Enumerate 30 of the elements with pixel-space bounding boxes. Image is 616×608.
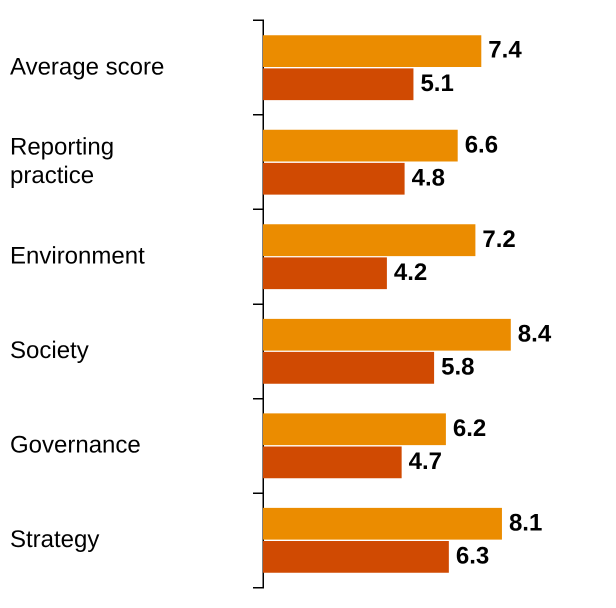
y-tick-label: Environment (10, 242, 146, 270)
data-label: 6.2 (452, 414, 486, 442)
data-label: 6.6 (464, 131, 498, 158)
bar (263, 508, 502, 540)
bar (263, 446, 402, 478)
bar (263, 35, 482, 68)
data-label: 8.4 (518, 320, 552, 348)
y-tick-label: Governance (10, 431, 141, 458)
data-label: 4.7 (408, 448, 442, 475)
y-tick-label: Reporting practice (10, 133, 114, 190)
data-label: 4.2 (394, 258, 428, 286)
bar (263, 352, 434, 384)
data-label: 7.2 (482, 226, 516, 253)
bar (263, 130, 458, 162)
data-label: 6.3 (456, 542, 490, 570)
bar (263, 162, 405, 195)
bar (263, 224, 476, 256)
bar (263, 257, 387, 290)
y-tick-label: Society (10, 336, 89, 364)
data-label: 5.8 (441, 353, 474, 380)
data-label: 7.4 (488, 36, 522, 64)
y-tick-label: Strategy (10, 526, 100, 553)
bar (263, 68, 414, 100)
data-label: 4.8 (412, 164, 445, 192)
bar (263, 540, 449, 573)
bar (263, 413, 446, 446)
data-label: 5.1 (420, 70, 454, 97)
data-label: 8.1 (508, 509, 542, 536)
y-tick-label: Average score (10, 53, 164, 80)
bar (263, 318, 511, 351)
